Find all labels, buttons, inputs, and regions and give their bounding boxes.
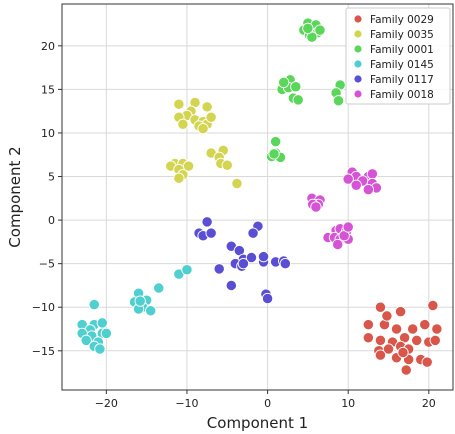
point-family-0117 [245,251,258,264]
point-family-0117 [247,227,259,239]
point-family-0035 [173,98,185,110]
legend-label-family-0117: Family 0117 [370,74,434,86]
point-family-0001 [278,76,290,89]
legend-label-family-0018: Family 0018 [370,89,434,101]
point-family-0029 [374,334,387,346]
y-tick-label: −15 [32,345,55,358]
point-family-0145 [88,298,100,311]
point-family-0029 [421,356,433,368]
point-family-0035 [177,118,189,130]
legend-label-family-0145: Family 0145 [370,59,434,71]
point-family-0117 [201,216,213,228]
point-family-0029 [381,310,393,322]
point-family-0001 [268,148,280,160]
point-family-0001 [302,22,314,35]
x-tick-label: 20 [422,397,436,410]
point-family-0029 [431,323,443,335]
point-family-0029 [400,364,412,376]
point-family-0029 [397,346,409,359]
point-family-0145 [181,264,193,276]
point-family-0117 [279,258,291,270]
point-family-0035 [201,101,213,113]
y-tick-label: 20 [41,40,55,53]
x-tick-label: 10 [341,397,355,410]
point-family-0145 [134,295,146,307]
plot-frame [61,3,454,391]
point-family-0029 [390,323,403,335]
point-family-0029 [362,332,375,344]
y-tick-label: 15 [41,83,55,96]
point-family-0018 [350,179,362,191]
point-family-0117 [261,292,274,305]
point-family-0018 [310,201,322,213]
point-family-0117 [237,258,250,270]
point-family-0145 [145,305,157,317]
point-family-0029 [411,334,423,346]
point-family-0018 [366,168,379,180]
point-family-0035 [182,160,195,172]
x-tick-label: 0 [264,397,271,410]
point-family-0001 [269,136,282,148]
legend-label-family-0035: Family 0035 [370,29,434,41]
point-family-0029 [374,301,387,313]
axis-ticks: −20 −10 0 10 20 −15 −10 −5 0 5 10 15 20 [32,40,436,410]
legend-marker-family-0117 [353,74,363,84]
legend-marker-family-0001 [353,44,363,54]
point-family-0145 [80,334,92,346]
point-family-0029 [407,323,419,335]
point-family-0001 [290,81,302,93]
point-family-0145 [153,282,165,294]
point-family-0145 [94,343,106,355]
point-family-0029 [429,334,441,346]
y-tick-label: 10 [41,127,55,140]
point-family-0029 [427,299,439,312]
point-family-0001 [314,24,326,36]
point-family-0018 [342,221,354,233]
point-family-0018 [362,183,375,196]
legend-box [345,7,451,105]
legend-marker-family-0035 [353,29,363,39]
point-family-0117 [257,251,270,263]
point-family-0035 [221,159,233,171]
point-family-0001 [332,95,345,107]
point-family-0029 [419,319,431,331]
legend-label-family-0029: Family 0029 [370,14,434,26]
data-points [76,17,443,376]
y-tick-label: 0 [48,214,55,227]
point-family-0117 [213,263,225,275]
y-axis-label: Component 2 [6,146,24,247]
point-family-0117 [205,227,217,239]
point-family-0145 [96,317,108,329]
x-axis-label: Component 1 [207,414,308,432]
x-tick-label: −20 [95,397,118,410]
y-tick-label: 5 [48,171,55,184]
y-tick-label: −5 [39,258,55,271]
legend-marker-family-0029 [353,14,363,24]
legend-label-family-0001: Family 0001 [370,44,434,56]
point-family-0018 [342,173,354,185]
point-family-0035 [231,177,243,190]
legend: Family 0029 Family 0035 Family 0001 Family … [345,7,451,105]
x-tick-label: −10 [175,397,198,410]
point-family-0001 [292,94,304,106]
point-family-0029 [374,349,387,361]
point-family-0117 [225,279,237,292]
point-family-0018 [332,238,344,251]
legend-marker-family-0018 [353,89,363,99]
legend-marker-family-0145 [353,59,363,69]
point-family-0029 [362,319,375,331]
y-tick-label: −10 [32,301,55,314]
point-family-0035 [205,111,217,123]
point-family-0035 [197,122,209,135]
point-family-0029 [394,305,407,318]
point-family-0035 [173,172,185,184]
point-family-0145 [100,327,112,340]
point-family-0029 [382,343,395,355]
